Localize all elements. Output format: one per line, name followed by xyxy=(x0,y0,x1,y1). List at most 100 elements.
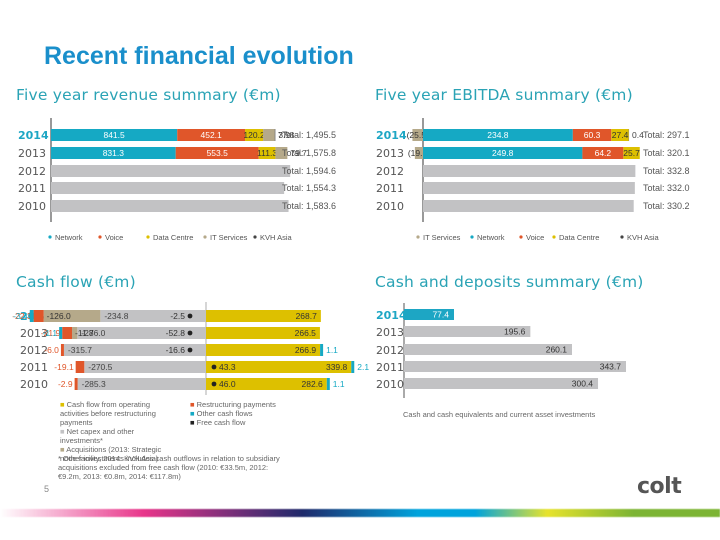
revenue-year-label: 2010 xyxy=(18,200,46,213)
cash-deposits-year-label: 2010 xyxy=(376,378,404,391)
ebitda-legend-marker xyxy=(416,235,420,239)
cashflow-value-label: -1.1 xyxy=(43,328,58,338)
ebitda-bar-data-centre xyxy=(611,129,629,141)
cash-deposits-bar xyxy=(404,344,573,355)
legend-item-operating: ■ Cash flow from operating activities be… xyxy=(60,400,156,427)
legend-label: Cash flow from operating activities befo… xyxy=(60,400,156,427)
legend-label: Other cash flows xyxy=(196,409,253,418)
cashflow-bar-operating xyxy=(206,361,352,373)
revenue-total-label: Total: 1,554.3 xyxy=(282,183,336,193)
legend-item-other: ■ Other cash flows xyxy=(190,409,253,418)
cashflow-value-label: -11.7 xyxy=(75,328,94,338)
cashflow-bar-other xyxy=(320,344,324,356)
legend-item-fcf: ■ Free cash flow xyxy=(190,418,246,427)
cashflow-bar-capex xyxy=(63,344,207,356)
revenue-legend-label: Data Centre xyxy=(153,233,193,242)
brand-stripe xyxy=(0,509,720,517)
ebitda-legend-label: Voice xyxy=(526,233,544,242)
legend-item-acquisitions: ■ Acquisitions (2013: Strategic node fac… xyxy=(60,445,162,463)
page-number: 5 xyxy=(44,484,50,494)
cashflow-chart-title: Cash flow (€m) xyxy=(16,273,136,291)
page-title: Recent financial evolution xyxy=(44,42,354,70)
ebitda-value-label: 0.4 xyxy=(632,130,644,140)
cashflow-bar-acquisitions xyxy=(72,327,78,339)
cashflow-bar-capex xyxy=(77,327,206,339)
ebitda-total-label: Total: 297.1 xyxy=(643,130,690,140)
ebitda-bar-network xyxy=(423,129,573,141)
cashflow-bar-capex xyxy=(100,310,206,322)
revenue-bar-it-services xyxy=(263,129,275,141)
revenue-year-label: 2013 xyxy=(18,147,46,160)
cash-deposits-chart-title: Cash and deposits summary (€m) xyxy=(375,273,644,291)
ebitda-value-label: (19.6) xyxy=(408,148,430,158)
cashflow-value-label: -19.1 xyxy=(54,362,74,372)
ebitda-legend-marker xyxy=(470,235,474,239)
revenue-legend-marker xyxy=(48,235,52,239)
cashflow-bar-restructuring xyxy=(74,378,78,390)
revenue-total-label: Total: 1,583.6 xyxy=(282,201,336,211)
ebitda-value-label: 249.8 xyxy=(492,148,514,158)
revenue-bar-it-services xyxy=(275,147,288,159)
revenue-value-label: 3.9 xyxy=(278,130,290,140)
ebitda-bar-total xyxy=(423,182,635,194)
cashflow-fcf-dot xyxy=(211,381,217,387)
cash-deposits-value-label: 195.6 xyxy=(504,327,526,337)
revenue-value-label: 553.5 xyxy=(207,148,229,158)
ebitda-value-label: 64.2 xyxy=(595,148,612,158)
cashflow-fcf-label: -16.6 xyxy=(166,345,186,355)
legend-label: Net capex and other investments* xyxy=(60,427,135,445)
revenue-value-label: 120.2 xyxy=(243,130,265,140)
cash-deposits-bar xyxy=(404,361,626,372)
revenue-bar-total xyxy=(51,165,291,177)
ebitda-value-label: 27.4 xyxy=(612,130,629,140)
ebitda-total-label: Total: 332.8 xyxy=(643,166,690,176)
cashflow-value-label: 266.9 xyxy=(295,345,317,355)
cashflow-bar-acquisitions xyxy=(43,310,101,322)
cashflow-bar-other xyxy=(59,327,63,339)
ebitda-total-label: Total: 332.0 xyxy=(643,183,690,193)
cashflow-year-label: 2010 xyxy=(20,378,48,391)
cashflow-year-label: 2012 xyxy=(20,344,48,357)
cashflow-value-label: 266.5 xyxy=(295,328,317,338)
ebitda-value-label: 25.7 xyxy=(623,148,640,158)
cashflow-value-label: 339.8 xyxy=(326,362,348,372)
ebitda-bar-it-services xyxy=(414,147,423,159)
revenue-bar-kvh-asia xyxy=(274,129,276,141)
cashflow-bar-restructuring xyxy=(75,361,85,373)
cashflow-bar-restructuring xyxy=(33,310,44,322)
cashflow-fcf-label: 46.0 xyxy=(219,379,236,389)
ebitda-bar-voice xyxy=(572,129,612,141)
revenue-total-label: Total: 1,495.5 xyxy=(282,130,336,140)
revenue-legend-label: Voice xyxy=(105,233,123,242)
revenue-bar-voice xyxy=(177,129,246,141)
cashflow-fcf-label: -2.5 xyxy=(170,311,185,321)
cash-deposits-year-label: 2011 xyxy=(376,361,404,374)
cashflow-footnote: * Other investments includes cash outflo… xyxy=(58,454,280,481)
ebitda-bar-total xyxy=(423,200,634,212)
cashflow-bar-capex xyxy=(77,378,207,390)
ebitda-year-label: 2011 xyxy=(376,182,404,195)
revenue-legend-label: Network xyxy=(55,233,83,242)
ebitda-value-label: (25.5) xyxy=(407,130,429,140)
legend-label: Free cash flow xyxy=(196,418,246,427)
cash-deposits-value-label: 260.1 xyxy=(546,345,568,355)
cashflow-legend-right: ■ Restructuring payments ■ Other cash fl… xyxy=(190,400,300,427)
cashflow-fcf-dot xyxy=(211,364,217,370)
ebitda-bar-it-services xyxy=(412,129,423,141)
cashflow-value-label: -315.7 xyxy=(68,345,92,355)
revenue-year-label: 2012 xyxy=(18,165,46,178)
ebitda-bar-voice xyxy=(582,147,624,159)
revenue-value-label: 111.3 xyxy=(257,148,277,158)
cashflow-bar-operating xyxy=(206,310,321,322)
cashflow-bar-operating xyxy=(206,327,320,339)
cashflow-bar-restructuring xyxy=(60,344,64,356)
cash-deposits-year-label: 2012 xyxy=(376,344,404,357)
legend-item-capex: ■ Net capex and other investments* xyxy=(60,427,135,445)
ebitda-legend-marker xyxy=(552,235,556,239)
cash-deposits-bar xyxy=(404,309,454,320)
ebitda-legend-marker xyxy=(620,235,624,239)
cash-deposits-year-label: 2014 xyxy=(376,309,407,322)
cashflow-bar-capex xyxy=(84,361,206,373)
revenue-bar-voice xyxy=(175,147,259,159)
cashflow-value-label: -234.8 xyxy=(104,311,128,321)
